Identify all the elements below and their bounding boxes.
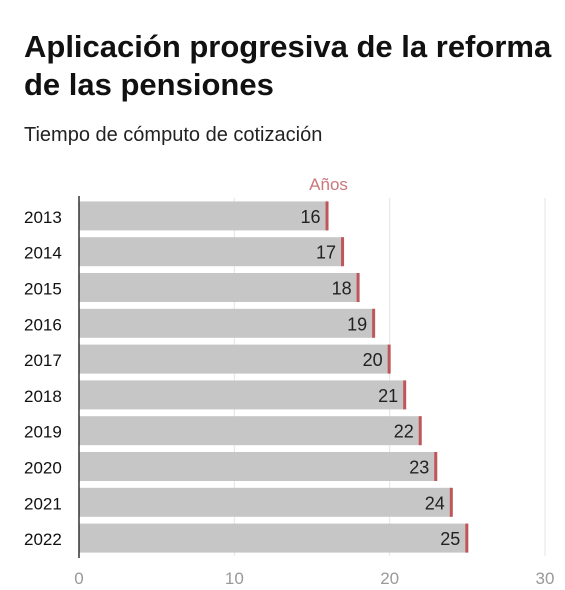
bar xyxy=(79,487,452,517)
value-label: 24 xyxy=(425,493,445,513)
category-label: 2022 xyxy=(24,530,62,549)
category-label: 2015 xyxy=(24,280,62,299)
bar xyxy=(79,308,375,338)
category-label: 2013 xyxy=(24,208,62,227)
x-tick-label: 0 xyxy=(74,569,83,588)
value-label: 25 xyxy=(440,529,460,549)
chart-title: Aplicación progresiva de la reforma de l… xyxy=(24,29,552,102)
bar-end-marker xyxy=(449,487,453,517)
value-label: 22 xyxy=(394,422,414,442)
category-label: 2020 xyxy=(24,459,62,478)
category-label: 2016 xyxy=(24,315,62,334)
bar xyxy=(79,344,390,374)
bar-end-marker xyxy=(372,308,376,338)
category-label: 2019 xyxy=(24,423,62,442)
value-label: 17 xyxy=(316,243,336,263)
bar xyxy=(79,380,406,410)
x-tick-label: 10 xyxy=(225,569,244,588)
bar-end-marker xyxy=(403,380,407,410)
bar-end-marker xyxy=(387,344,391,374)
value-label: 21 xyxy=(378,386,398,406)
bar xyxy=(79,201,328,231)
value-label: 20 xyxy=(363,350,383,370)
value-label: 23 xyxy=(409,458,429,478)
bar-end-marker xyxy=(418,416,422,446)
category-label: 2014 xyxy=(24,244,62,263)
bar xyxy=(79,237,344,267)
bar-end-marker xyxy=(434,452,438,481)
bar-end-marker xyxy=(341,237,345,267)
value-label: 19 xyxy=(347,314,367,334)
bar-end-marker xyxy=(356,273,360,302)
series-label: Años xyxy=(309,175,348,194)
bar-end-marker xyxy=(325,201,329,231)
bar xyxy=(79,452,437,481)
value-label: 18 xyxy=(332,279,352,299)
x-tick-label: 30 xyxy=(536,569,555,588)
value-label: 16 xyxy=(301,207,321,227)
category-label: 2017 xyxy=(24,351,62,370)
x-tick-label: 20 xyxy=(380,569,399,588)
bar xyxy=(79,416,421,446)
bar xyxy=(79,273,359,302)
bar xyxy=(79,523,468,553)
category-label: 2021 xyxy=(24,494,62,513)
chart-subtitle: Tiempo de cómputo de cotización xyxy=(24,124,323,146)
category-label: 2018 xyxy=(24,387,62,406)
bar-end-marker xyxy=(465,523,469,553)
